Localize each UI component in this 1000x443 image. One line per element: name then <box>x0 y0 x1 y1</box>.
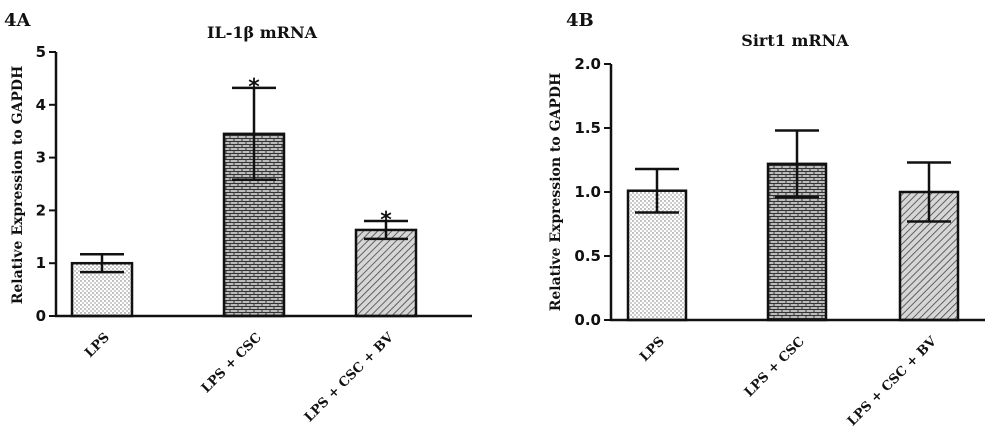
y-tick-label-4a-2: 2 <box>36 201 46 219</box>
y-axis-label-4a: Relative Expression to GAPDH <box>10 66 26 305</box>
bar-4a-2 <box>354 228 418 318</box>
chart-4b: 4B Sirt1 mRNA Relative Expression to GAP… <box>548 10 985 429</box>
y-axis-label-4b: Relative Expression to GAPDH <box>548 73 564 312</box>
category-label-4a-2: LPS + CSC + BV <box>302 330 398 426</box>
category-label-4b-0: LPS <box>637 334 668 365</box>
category-label-4a-0: LPS <box>82 330 113 361</box>
significance-marker-4a-2: * <box>380 208 392 233</box>
y-tick-label-4a-5: 5 <box>36 43 46 61</box>
y-tick-label-4a-4: 4 <box>36 96 46 114</box>
y-tick-label-4a-1: 1 <box>36 254 46 272</box>
significance-marker-4a-1: * <box>248 75 260 100</box>
panel-label-4a: 4A <box>4 10 32 31</box>
y-tick-label-4b-2: 1.0 <box>574 183 601 201</box>
chart-title-4b: Sirt1 mRNA <box>741 31 849 50</box>
panel-label-4b: 4B <box>566 10 594 31</box>
category-label-4b-2: LPS + CSC + BV <box>845 334 941 430</box>
chart-title-4a: IL-1β mRNA <box>207 23 318 42</box>
chart-4a: 4A IL-1β mRNA Relative Expression to GAP… <box>4 10 472 425</box>
category-label-4b-1: LPS + CSC <box>742 334 808 400</box>
category-label-4a-1: LPS + CSC <box>199 330 265 396</box>
y-tick-label-4b-4: 2.0 <box>574 55 601 73</box>
y-tick-label-4b-0: 0.0 <box>574 311 601 329</box>
y-tick-label-4a-3: 3 <box>36 149 46 167</box>
y-tick-label-4b-3: 1.5 <box>574 119 601 137</box>
y-tick-label-4b-1: 0.5 <box>574 247 601 265</box>
y-tick-label-4a-0: 0 <box>36 307 46 325</box>
